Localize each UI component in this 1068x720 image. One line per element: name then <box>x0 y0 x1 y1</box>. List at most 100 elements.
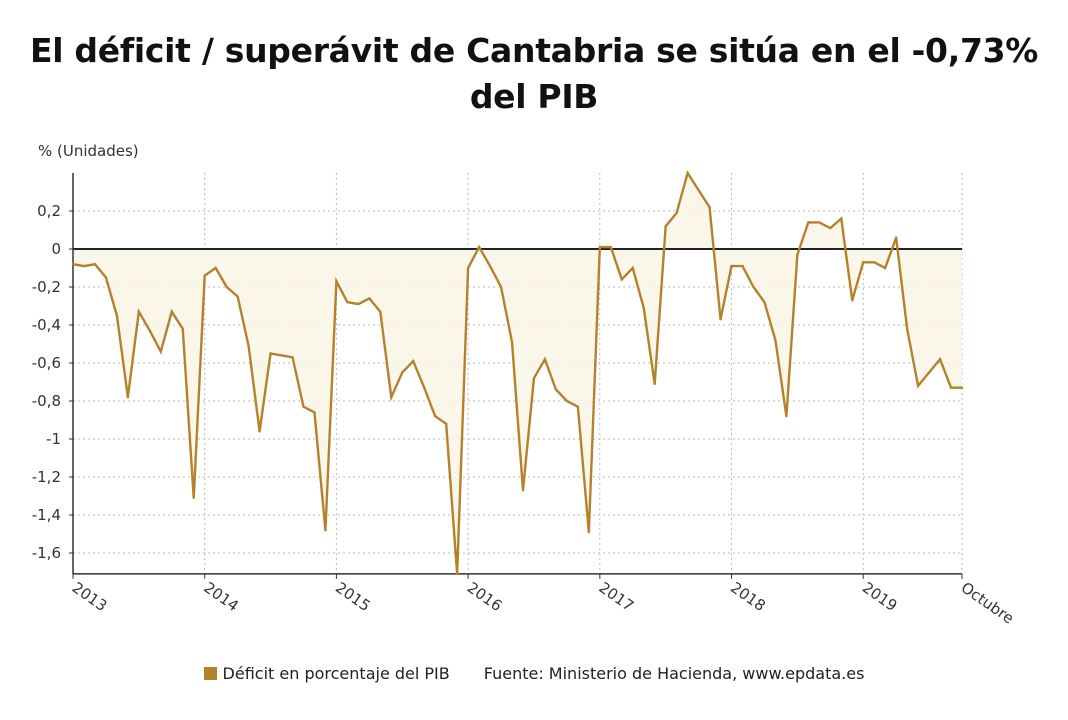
data-point <box>862 261 865 264</box>
data-point <box>181 327 184 330</box>
y-tick-label: -1,2 <box>32 468 61 486</box>
data-point <box>269 352 272 355</box>
data-point <box>115 314 119 317</box>
data-point <box>455 572 459 576</box>
x-tick-label: 2017 <box>596 578 638 615</box>
data-point <box>949 386 953 389</box>
data-point <box>466 266 470 270</box>
legend-label: Déficit en porcentaje del PIB <box>222 664 450 683</box>
data-point <box>302 405 305 408</box>
data-point <box>126 396 130 399</box>
data-point <box>620 278 623 281</box>
data-point <box>872 261 876 264</box>
y-tick-label: -1 <box>46 430 61 448</box>
data-point <box>148 329 152 332</box>
data-point <box>214 266 217 270</box>
data-point <box>818 221 821 224</box>
x-tick-label: 2013 <box>69 578 111 615</box>
y-tick-label: -0,8 <box>32 392 61 410</box>
data-point <box>774 339 777 342</box>
chart-title: El déficit / superávit de Cantabria se s… <box>29 31 1039 116</box>
data-point <box>664 225 667 228</box>
data-point <box>554 388 558 391</box>
data-point <box>412 359 415 363</box>
data-point <box>488 264 492 268</box>
data-point <box>840 217 843 220</box>
data-point <box>521 489 525 492</box>
data-point <box>159 350 163 353</box>
source-note: Fuente: Ministerio de Hacienda, www.epda… <box>483 664 865 683</box>
data-point <box>444 422 448 425</box>
data-point <box>258 430 261 433</box>
y-tick-label: -0,4 <box>32 316 61 334</box>
series-area <box>73 173 962 574</box>
data-point <box>807 221 810 224</box>
data-point <box>433 415 437 418</box>
data-point <box>675 211 678 215</box>
data-point <box>280 354 283 357</box>
data-point <box>71 263 75 266</box>
x-tick-label: 2014 <box>200 578 242 615</box>
legend-swatch <box>203 667 217 680</box>
data-point <box>741 264 744 268</box>
data-point <box>324 529 327 532</box>
data-point <box>291 356 294 359</box>
y-tick-label: -0,6 <box>32 354 61 372</box>
x-tick-label: 2016 <box>464 578 506 615</box>
data-point <box>236 295 239 298</box>
data-point <box>170 310 173 313</box>
data-point <box>137 310 141 313</box>
data-point <box>796 253 799 256</box>
x-tick-label: 2019 <box>859 578 901 615</box>
data-point <box>894 236 898 239</box>
y-tick-label: -0,2 <box>32 278 61 296</box>
data-point <box>642 306 645 310</box>
data-point <box>653 382 656 386</box>
data-point <box>401 371 404 374</box>
data-point <box>368 297 371 300</box>
y-tick-label: 0,2 <box>37 202 61 220</box>
data-point <box>785 415 788 418</box>
y-tick-label: -1,4 <box>32 506 61 524</box>
x-tick-label: 2015 <box>332 578 374 615</box>
legend: Déficit en porcentaje del PIB Fuente: Min… <box>0 664 1068 683</box>
data-point <box>203 274 206 277</box>
data-point <box>499 285 503 289</box>
data-point <box>390 396 393 399</box>
y-tick-label: 0 <box>51 240 61 258</box>
data-point <box>609 245 612 249</box>
series-line <box>72 170 962 574</box>
data-point <box>477 245 481 249</box>
data-point <box>247 344 250 348</box>
data-point <box>565 399 569 403</box>
data-point <box>708 206 711 209</box>
y-tick-label: -1,6 <box>32 544 61 562</box>
data-point <box>532 377 536 380</box>
data-point <box>719 318 722 321</box>
data-point <box>697 188 700 192</box>
x-tick-label: 2018 <box>727 578 769 615</box>
y-axis-label: % (Unidades) <box>38 142 139 160</box>
data-point <box>763 301 766 304</box>
data-point <box>379 310 382 313</box>
data-point <box>313 411 316 414</box>
data-point <box>82 264 86 268</box>
data-point <box>192 496 195 500</box>
data-point <box>883 266 887 270</box>
data-point <box>938 358 942 361</box>
data-point <box>357 302 360 306</box>
x-tick-label: Octubre <box>958 578 1017 627</box>
data-point <box>927 371 931 374</box>
data-point <box>598 245 602 249</box>
data-point <box>225 285 228 289</box>
data-point <box>93 263 97 266</box>
data-point <box>916 384 920 387</box>
data-point <box>905 327 909 330</box>
data-point <box>631 266 634 270</box>
data-point <box>576 405 580 408</box>
data-point <box>335 280 338 283</box>
data-point <box>851 299 854 302</box>
data-point <box>543 358 547 361</box>
data-point <box>510 340 514 344</box>
